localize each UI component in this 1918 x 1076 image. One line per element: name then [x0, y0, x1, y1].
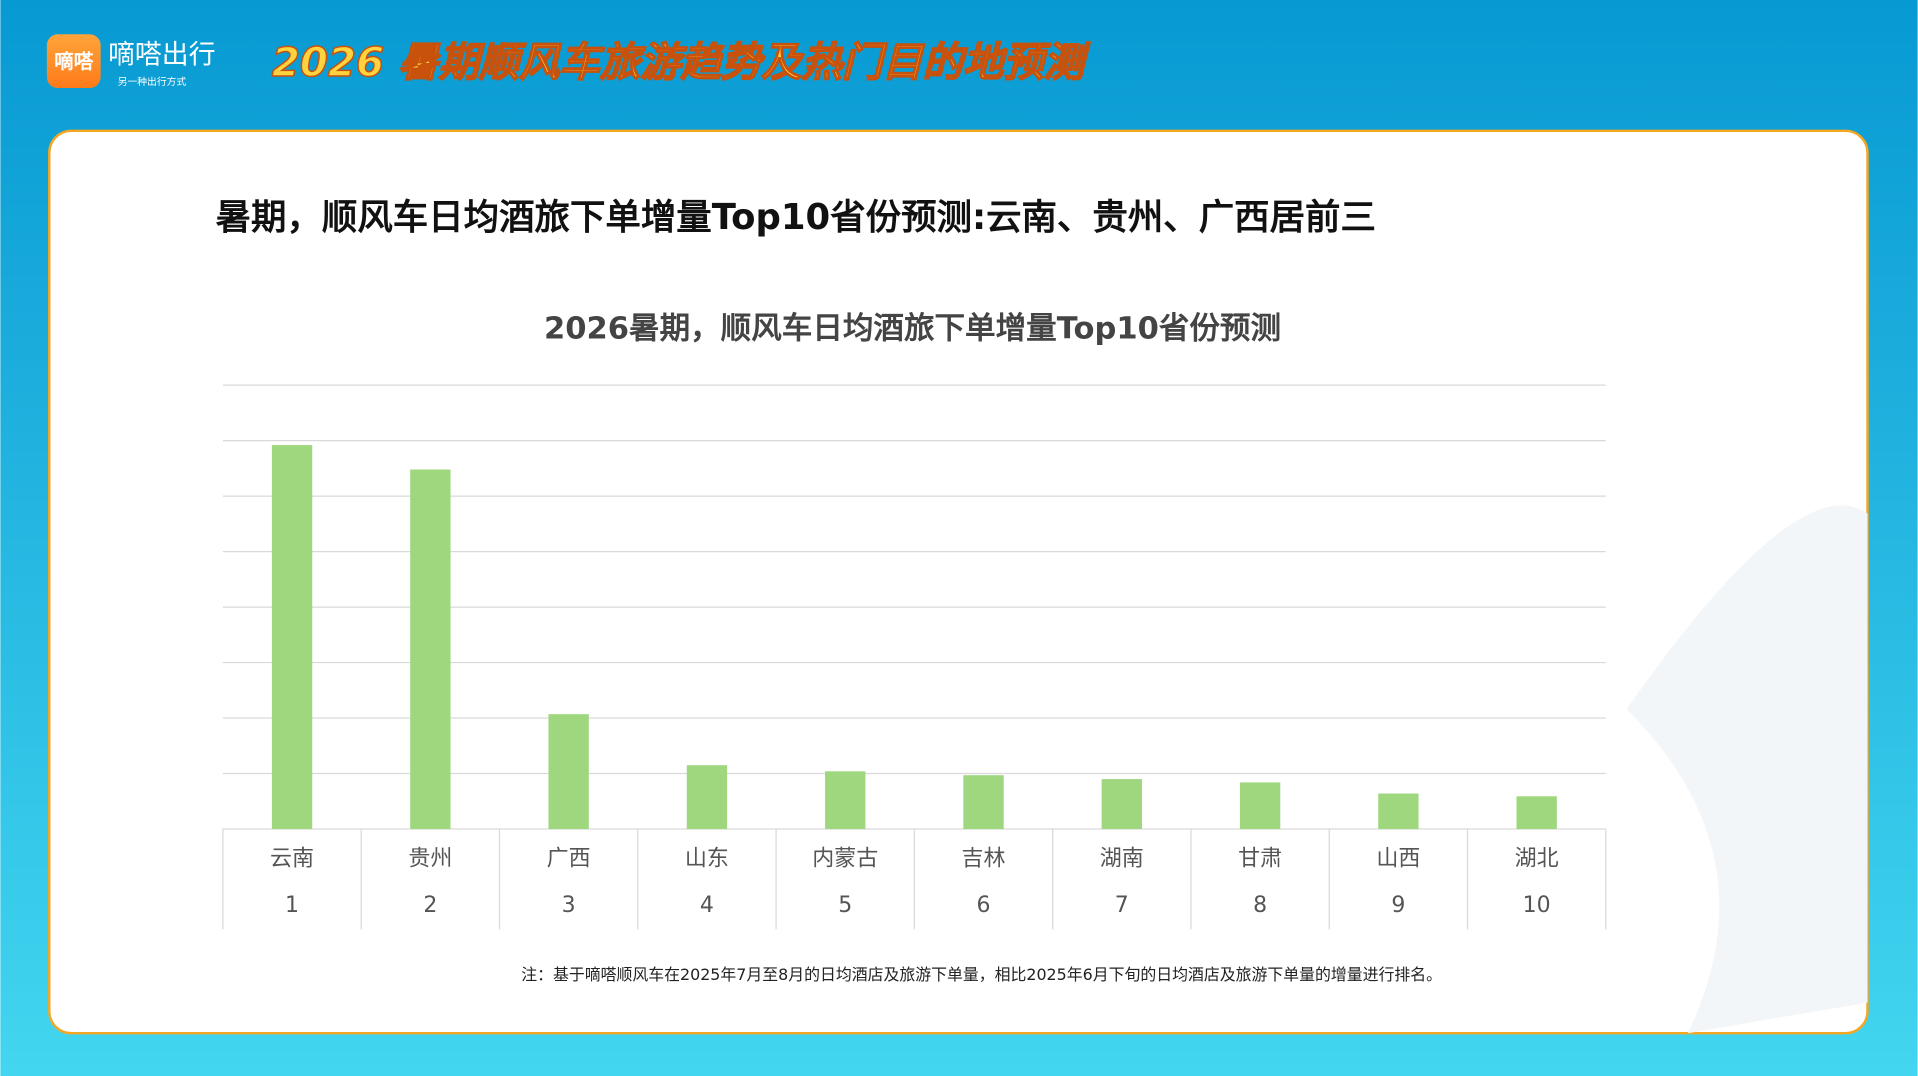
bar — [1516, 796, 1557, 830]
chart-title: 2026暑期，顺风车日均酒旅下单增量Top10省份预测 — [544, 312, 1281, 347]
x-tick-label: 贵州 — [408, 847, 452, 872]
bar — [548, 714, 589, 830]
x-tick-label: 湖南 — [1100, 847, 1144, 872]
bar — [1101, 779, 1142, 830]
logo — [46, 34, 101, 89]
rank-label: 4 — [700, 893, 714, 918]
brand: 嘀嗒出行 — [108, 40, 216, 71]
note: 注：基于嘀嗒顺风车在2025年7月至8月的日均酒店及旅游下单量，相比2025年6… — [521, 965, 1442, 984]
decoration — [1626, 505, 1868, 1034]
x-tick-label: 甘肃 — [1238, 847, 1282, 872]
rank-label: 8 — [1253, 893, 1267, 918]
bar — [686, 765, 728, 830]
rank-label: 6 — [977, 893, 991, 918]
heading: 暑期，顺风车日均酒旅下单增量Top10省份预测:云南、贵州、广西居前三 — [216, 197, 1376, 238]
x-tick-label: 山西 — [1376, 847, 1420, 872]
x-tick-label: 湖北 — [1515, 847, 1559, 872]
rank-label: 3 — [562, 893, 576, 918]
rank-label: 10 — [1523, 893, 1551, 918]
bar — [963, 775, 1004, 830]
x-tick-label: 内蒙古 — [812, 847, 878, 872]
rank-label: 5 — [838, 893, 852, 918]
bar — [1239, 782, 1281, 830]
chart: 云南 1 贵州 2 广西 3 山东 4 内蒙古 5 吉林 6 湖南 7 甘肃 8 山西 9 湖北 10 — [222, 384, 1607, 930]
bar — [825, 771, 866, 830]
page-title: 2026 暑期顺风车旅游趋势及热门目的地预测 — [272, 39, 1091, 86]
logo-text: 嘀嗒 — [54, 50, 94, 73]
x-tick-label: 山东 — [685, 847, 729, 872]
bar — [271, 445, 313, 830]
x-tick-label: 吉林 — [962, 847, 1006, 872]
rank-label: 2 — [423, 893, 437, 918]
slogan: 另一种出行方式 — [118, 75, 187, 88]
bar — [1378, 793, 1419, 830]
rank-label: 1 — [285, 893, 299, 918]
x-tick-label: 云南 — [270, 847, 314, 872]
rank-label: 7 — [1115, 893, 1129, 918]
bar — [410, 469, 451, 830]
rank-label: 9 — [1391, 893, 1405, 918]
x-tick-label: 广西 — [547, 847, 591, 872]
card — [48, 129, 1869, 1035]
